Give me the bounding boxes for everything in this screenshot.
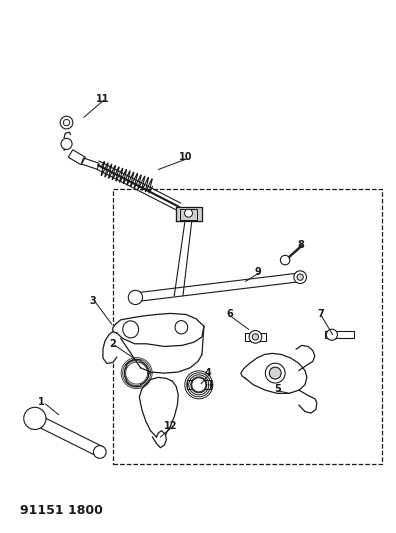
- Polygon shape: [299, 390, 317, 413]
- Circle shape: [192, 378, 206, 392]
- Polygon shape: [103, 332, 117, 364]
- Circle shape: [63, 119, 70, 126]
- Text: 11: 11: [96, 94, 110, 103]
- Circle shape: [61, 139, 72, 149]
- Circle shape: [24, 407, 46, 430]
- Text: 3: 3: [89, 296, 97, 306]
- Text: 4: 4: [204, 368, 211, 378]
- Polygon shape: [296, 345, 315, 370]
- Text: 10: 10: [179, 152, 193, 162]
- Circle shape: [93, 446, 106, 458]
- Text: 6: 6: [226, 310, 233, 319]
- Ellipse shape: [123, 321, 139, 338]
- Text: 9: 9: [254, 267, 261, 277]
- Circle shape: [265, 363, 285, 383]
- Circle shape: [294, 271, 307, 284]
- Circle shape: [297, 274, 303, 280]
- Text: 91151 1800: 91151 1800: [20, 504, 103, 517]
- Circle shape: [249, 330, 262, 343]
- Circle shape: [252, 334, 259, 340]
- Text: 1: 1: [38, 398, 45, 407]
- Text: 8: 8: [297, 240, 305, 250]
- Text: 12: 12: [164, 422, 177, 431]
- Circle shape: [280, 255, 290, 265]
- Circle shape: [269, 367, 281, 379]
- Text: 2: 2: [109, 339, 116, 349]
- Polygon shape: [113, 313, 204, 346]
- Circle shape: [60, 116, 73, 129]
- Circle shape: [326, 329, 337, 340]
- Circle shape: [185, 209, 192, 217]
- Ellipse shape: [175, 321, 188, 334]
- Bar: [113, 189, 382, 464]
- Polygon shape: [176, 207, 202, 221]
- Text: 5: 5: [274, 384, 281, 394]
- Polygon shape: [241, 353, 307, 393]
- Text: 7: 7: [317, 310, 324, 319]
- Circle shape: [128, 290, 143, 304]
